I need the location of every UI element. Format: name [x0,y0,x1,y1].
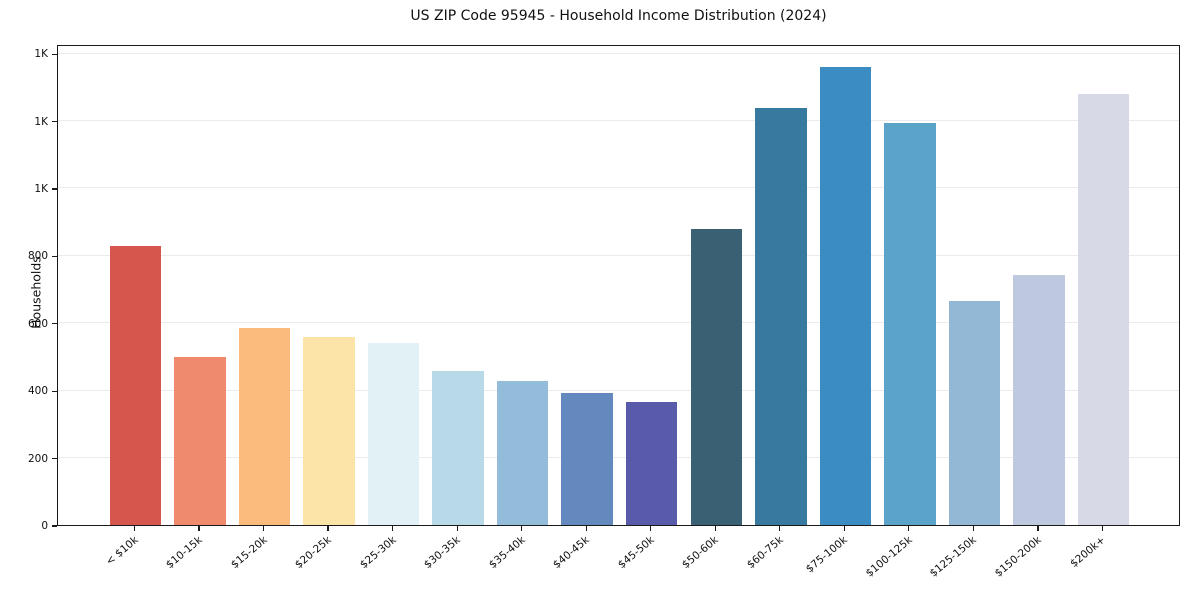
x-tick-label: $30-35k [421,534,463,572]
bar-35-40k [496,380,549,525]
x-tick-mark [521,526,523,531]
x-tick-mark [133,526,136,531]
y-tick-label: 600 [27,317,48,330]
y-tick-mark [52,323,57,325]
bar-100-125k [884,122,936,525]
x-tick-mark [714,526,716,531]
x-tick-mark [843,526,845,531]
bar-10-15k [174,357,226,525]
x-tick-label: $35-40k [486,534,528,572]
x-tick-mark [1101,526,1104,531]
x-tick-mark [198,526,200,531]
x-tick-label: $45-50k [615,534,657,572]
y-tick-label: 800 [27,250,48,263]
y-tick-label: 400 [27,385,48,398]
x-tick-label: $25-30k [357,534,399,572]
x-tick-label: $200k+ [1068,534,1109,570]
x-tick-label: $15-20k [228,534,270,572]
y-tick-label: 1K [34,48,48,61]
gridline [58,52,1179,54]
bar-20-25k [303,337,355,525]
x-tick-label: $20-25k [292,534,334,572]
y-tick-mark [52,390,57,392]
bar-45-50k [625,401,678,525]
y-tick-mark [52,255,57,257]
y-tick-mark [52,188,57,190]
bar-25-30k [367,342,420,525]
y-tick-label: 1K [34,182,48,195]
y-tick-mark [52,53,57,55]
x-tick-mark [392,526,394,531]
bar-200k [1077,93,1130,525]
x-tick-mark [779,526,781,531]
y-tick-label: 1K [34,115,48,128]
y-tick-mark [52,120,57,123]
bar-75-100k [819,66,872,525]
y-tick-mark [52,525,57,527]
bar-40-45k [561,392,613,525]
bar-150-200k [1013,275,1065,525]
bar-50-60k [690,228,743,525]
y-tick-label: 200 [27,452,48,465]
bar-30-35k [432,370,484,525]
gridline [58,187,1179,189]
x-tick-mark [585,526,587,531]
y-tick-label: 0 [41,520,48,532]
x-tick-mark [262,526,265,531]
gridline [58,322,1179,324]
bar-15-20k [238,327,291,525]
gridline [58,457,1179,459]
x-tick-label: $50-60k [680,534,721,572]
gridline [58,389,1179,391]
chart-title: US ZIP Code 95945 - Household Income Dis… [410,8,827,24]
x-tick-label: $125-150k [927,534,980,580]
bar-125-150k [948,300,1001,525]
gridline [58,254,1179,256]
x-tick-mark [327,526,329,531]
x-tick-label: $10-15k [163,534,205,572]
x-tick-mark [1037,526,1039,531]
y-tick-mark [52,457,57,460]
x-tick-mark [650,526,652,531]
x-tick-mark [972,526,974,531]
bar-10k [109,246,162,525]
x-tick-label: $75-100k [804,534,851,576]
plot-area [57,45,1180,526]
x-tick-mark [456,526,458,531]
x-tick-mark [908,526,910,531]
x-tick-label: < $10k [103,534,141,568]
bar-60-75k [755,107,807,525]
x-tick-label: $40-45k [551,534,592,572]
gridline [58,120,1179,122]
